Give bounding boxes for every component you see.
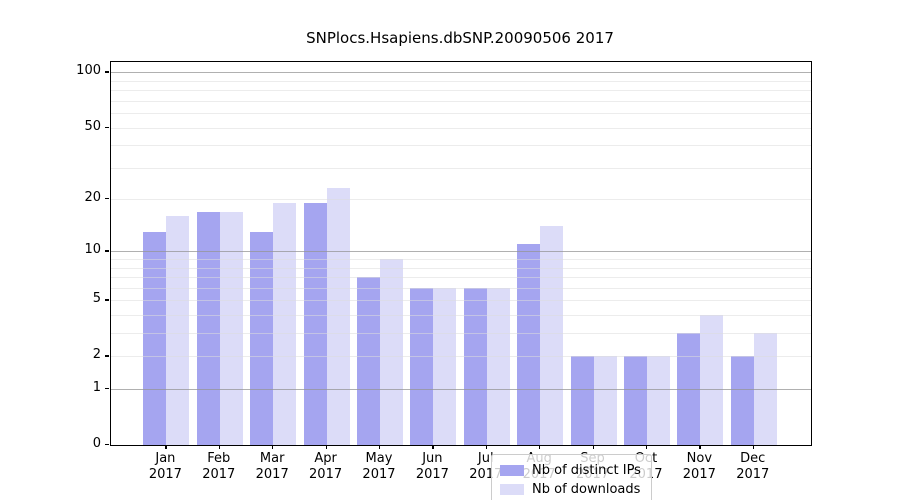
x-tick-label-mar: Mar 2017 (255, 451, 289, 482)
bar-may-downloads (379, 259, 403, 445)
legend-swatch-downloads (500, 484, 524, 495)
bar-apr-distinct-ips (303, 203, 327, 445)
gridline-minor-2 (111, 356, 811, 358)
bar-jun-distinct-ips (410, 287, 434, 445)
chart-title: SNPlocs.Hsapiens.dbSNP.20090506 2017 (306, 29, 614, 47)
bars-layer (111, 62, 811, 445)
gridline-minor-9 (111, 259, 811, 261)
x-tick-mark-may (378, 445, 381, 449)
gridline-minor-50 (111, 127, 811, 129)
x-tick-mark-oct (645, 445, 648, 449)
x-tick-label-feb: Feb 2017 (202, 451, 236, 482)
x-tick-mark-sep (592, 445, 594, 449)
y-tick-label-1: 1 (92, 380, 101, 396)
bar-feb-downloads (219, 211, 243, 445)
x-tick-mark-mar (272, 445, 274, 449)
bar-dec-downloads (753, 333, 777, 445)
gridline-minor-80 (111, 90, 811, 92)
gridline-minor-6 (111, 287, 811, 289)
y-tick-mark-20 (105, 198, 109, 200)
gridline-minor-40 (111, 145, 811, 147)
gridline-major-100 (111, 72, 811, 74)
x-tick-mark-aug (539, 445, 541, 449)
gridline-minor-70 (111, 100, 811, 102)
gridline-minor-20 (111, 199, 811, 201)
gridline-minor-90 (111, 80, 811, 82)
gridline-minor-7 (111, 277, 811, 279)
bar-mar-distinct-ips (250, 231, 274, 445)
x-tick-mark-jul (485, 445, 487, 449)
bar-aug-distinct-ips (517, 244, 541, 445)
bar-jun-downloads (433, 287, 457, 445)
y-tick-label-2: 2 (92, 347, 101, 363)
bar-jul-downloads (486, 287, 510, 445)
legend-swatch-distinct-ips (500, 465, 524, 476)
bar-jan-downloads (166, 216, 190, 445)
y-tick-mark-50 (105, 126, 109, 128)
bar-aug-downloads (540, 226, 564, 445)
x-tick-label-jan: Jan 2017 (148, 451, 182, 482)
y-tick-mark-1 (105, 388, 109, 390)
bar-mar-downloads (273, 203, 297, 445)
bar-jan-distinct-ips (143, 231, 167, 445)
legend-label-downloads: Nb of downloads (532, 482, 641, 497)
x-tick-mark-jan (165, 445, 167, 449)
y-tick-label-0: 0 (92, 436, 101, 451)
legend-label-distinct-ips: Nb of distinct IPs (532, 463, 641, 478)
x-tick-mark-dec (752, 445, 754, 449)
x-tick-mark-jun (432, 445, 434, 449)
gridline-minor-5 (111, 300, 811, 302)
gridline-major-1 (111, 389, 811, 391)
y-tick-mark-100 (105, 71, 109, 73)
bar-sep-distinct-ips (570, 356, 594, 445)
plot-area: Nb of distinct IPs Nb of downloads (110, 61, 812, 500)
y-tick-mark-0 (105, 444, 109, 446)
y-tick-label-100: 100 (76, 63, 101, 79)
y-tick-mark-5 (105, 299, 109, 301)
bar-feb-distinct-ips (196, 211, 220, 445)
gridline-minor-8 (111, 267, 811, 269)
x-tick-label-dec: Dec 2017 (736, 451, 770, 482)
x-tick-label-apr: Apr 2017 (309, 451, 343, 482)
bar-dec-distinct-ips (730, 356, 754, 445)
y-tick-mark-2 (105, 355, 109, 357)
y-tick-label-10: 10 (84, 242, 101, 258)
gridline-minor-3 (111, 333, 811, 335)
bar-oct-downloads (646, 356, 670, 445)
x-tick-label-may: May 2017 (362, 451, 396, 482)
legend-entry-distinct-ips: Nb of distinct IPs (500, 462, 641, 479)
x-tick-mark-feb (218, 445, 220, 449)
legend-entry-downloads: Nb of downloads (500, 481, 641, 498)
gridline-minor-30 (111, 167, 811, 169)
bar-oct-distinct-ips (623, 356, 647, 445)
gridline-minor-4 (111, 315, 811, 317)
y-tick-label-50: 50 (84, 118, 101, 134)
y-tick-mark-10 (105, 250, 109, 252)
y-tick-label-20: 20 (84, 190, 101, 206)
legend: Nb of distinct IPs Nb of downloads (491, 454, 652, 500)
bar-sep-downloads (593, 356, 617, 445)
y-tick-label-5: 5 (92, 291, 101, 307)
grid-layer (111, 62, 811, 445)
x-tick-label-jun: Jun 2017 (415, 451, 449, 482)
x-tick-mark-apr (325, 445, 327, 449)
bar-nov-downloads (700, 315, 724, 445)
x-tick-mark-nov (699, 445, 701, 449)
bar-may-distinct-ips (356, 277, 380, 445)
bar-jul-distinct-ips (463, 287, 487, 445)
gridline-minor-60 (111, 113, 811, 115)
x-tick-label-nov: Nov 2017 (682, 451, 716, 482)
bar-apr-downloads (326, 188, 350, 445)
bar-nov-distinct-ips (677, 333, 701, 445)
gridline-major-10 (111, 251, 811, 253)
